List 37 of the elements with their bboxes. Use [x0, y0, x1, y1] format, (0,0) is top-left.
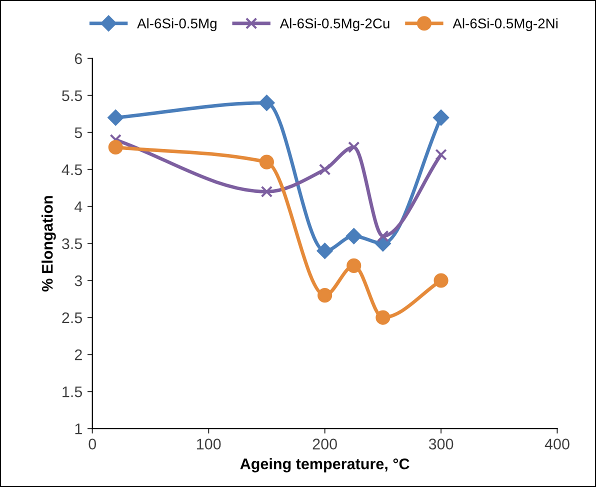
- x-tick-label: 0: [88, 438, 96, 450]
- point: [348, 141, 360, 154]
- y-tick-label: 5.5: [62, 90, 82, 102]
- x-tick-label: 200: [312, 438, 337, 450]
- y-tick-label: 3: [74, 275, 82, 286]
- point: [260, 186, 273, 198]
- point: [377, 230, 389, 242]
- x-tick-label: 300: [428, 438, 454, 450]
- y-axis-title: % Elongation: [42, 196, 56, 292]
- y-tick-label: 6: [74, 53, 82, 64]
- point: [258, 94, 275, 111]
- y-tick-label: 2: [74, 349, 82, 360]
- point: [376, 310, 390, 325]
- y-tick-label: 4: [74, 202, 82, 212]
- point: [346, 258, 362, 273]
- legend-label: Al-6Si-0.5Mg-2Cu: [280, 18, 390, 32]
- point: [434, 273, 448, 288]
- y-tick-label: 1: [75, 424, 82, 434]
- point: [108, 110, 124, 126]
- y-tick-label: 5: [74, 127, 82, 138]
- y-tick-label: 3.5: [62, 238, 82, 250]
- x-tick-label: 100: [197, 438, 221, 450]
- point: [435, 148, 447, 161]
- legend-label: Al-6Si-0.5Mg: [137, 18, 216, 32]
- x-axis-title: Ageing temperature, °C: [240, 458, 410, 472]
- legend-label: Al-6Si-0.5Mg-2Ni: [452, 18, 558, 32]
- y-tick-label: 1.5: [62, 386, 82, 398]
- point: [259, 154, 274, 170]
- y-tick-label: 2.5: [62, 312, 82, 324]
- point: [316, 242, 333, 259]
- x-tick-label: 400: [544, 438, 570, 450]
- point: [318, 164, 331, 176]
- point: [318, 288, 332, 303]
- y-tick-label: 4.5: [62, 164, 82, 176]
- point: [433, 110, 449, 126]
- point: [346, 228, 362, 244]
- point: [108, 140, 123, 155]
